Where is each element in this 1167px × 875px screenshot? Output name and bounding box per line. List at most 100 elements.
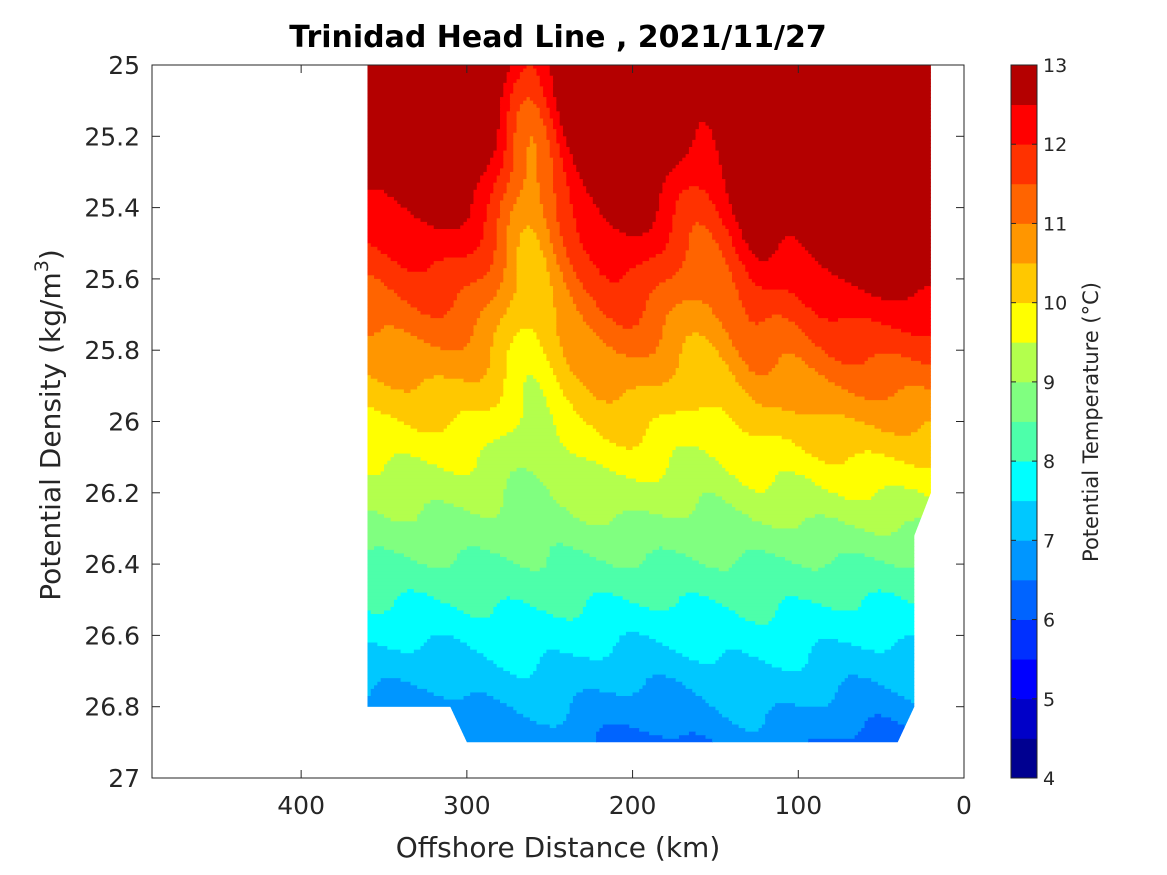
contour-cell (559, 268, 574, 273)
contour-cell (506, 182, 524, 187)
contour-cell (480, 239, 498, 244)
contour-cell (725, 649, 743, 654)
contour-cell (652, 549, 677, 555)
contour-cell (861, 603, 915, 608)
contour-cell (712, 236, 733, 241)
contour-cell (546, 129, 557, 134)
contour-cell (662, 335, 687, 341)
contour-cell (367, 560, 418, 565)
contour-cell (741, 261, 819, 266)
contour-cell (576, 164, 677, 169)
contour-cell (821, 603, 862, 608)
contour-cell (503, 499, 557, 505)
contour-cell (556, 253, 567, 259)
contour-cell (715, 204, 733, 209)
contour-cell (718, 211, 733, 216)
contour-cell (549, 407, 574, 412)
contour-cell (443, 696, 465, 701)
contour-cell (393, 453, 412, 458)
contour-cell (516, 467, 528, 473)
contour-cell (556, 428, 597, 433)
contour-cell (559, 503, 697, 508)
contour-cell (486, 368, 508, 373)
contour-cell (778, 357, 803, 362)
contour-cell (768, 621, 931, 626)
contour-cell (463, 378, 481, 383)
contour-cell (639, 442, 796, 448)
contour-cell (483, 236, 498, 241)
contour-cell (735, 560, 793, 565)
contour-cell (765, 549, 931, 555)
contour-cell (546, 564, 614, 569)
contour-cell (516, 250, 544, 255)
contour-cell (639, 688, 693, 694)
contour-cell (804, 332, 912, 337)
contour-cell (377, 681, 412, 686)
contour-cell (728, 264, 746, 269)
contour-cell (456, 556, 508, 562)
contour-cell (384, 464, 438, 469)
contour-cell (496, 143, 508, 148)
contour-cell (735, 375, 826, 380)
contour-cell (384, 514, 418, 519)
contour-cell (775, 478, 813, 483)
y-tick-label: 25.4 (84, 194, 140, 223)
contour-cell (506, 243, 521, 248)
contour-cell (748, 485, 770, 490)
contour-cell (708, 339, 733, 344)
contour-cell (513, 86, 544, 91)
contour-cell (470, 214, 488, 219)
contour-cell (513, 560, 547, 565)
contour-cell (722, 464, 915, 469)
contour-cell (781, 407, 931, 412)
contour-cell (427, 268, 491, 273)
contour-cell (367, 382, 385, 387)
contour-cell (848, 389, 899, 394)
contour-cell (367, 143, 498, 148)
contour-cell (828, 353, 876, 358)
contour-cell (718, 350, 740, 355)
contour-cell (811, 307, 931, 312)
contour-cell (569, 710, 720, 715)
contour-cell (553, 79, 931, 84)
contour-cell (529, 139, 534, 145)
contour-cell (576, 168, 673, 173)
contour-cell (725, 186, 931, 191)
contour-cell (576, 275, 607, 280)
contour-cell (513, 339, 541, 344)
contour-cell (367, 82, 504, 87)
contour-cell (536, 606, 584, 612)
contour-cell (688, 232, 713, 237)
contour-cell (685, 685, 839, 690)
contour-cell (625, 353, 650, 358)
contour-cell (367, 649, 402, 654)
contour-cell (718, 243, 733, 248)
contour-cell (838, 492, 876, 497)
contour-cell (450, 564, 521, 569)
contour-cell (367, 339, 425, 344)
contour-cell (864, 596, 902, 601)
contour-cell (877, 589, 882, 594)
contour-cell (417, 685, 644, 690)
contour-cell (446, 425, 518, 430)
contour-cell (602, 214, 657, 219)
contour-cell (748, 368, 773, 373)
contour-cell (649, 510, 693, 515)
contour-cell (480, 453, 577, 458)
contour-cell (549, 143, 561, 148)
contour-cell (569, 400, 607, 405)
contour-cell (407, 268, 428, 273)
contour-cell (486, 442, 564, 448)
contour-cell (854, 417, 931, 423)
contour-cell (506, 253, 518, 259)
contour-cell (596, 460, 670, 465)
contour-cell (450, 731, 597, 736)
contour-cell (456, 414, 524, 419)
contour-cell (556, 724, 604, 729)
contour-cell (493, 660, 541, 665)
contour-cell (367, 617, 567, 622)
contour-cell (669, 378, 736, 383)
contour-cell (367, 535, 931, 540)
contour-cell (496, 132, 508, 137)
contour-cell (735, 286, 763, 291)
